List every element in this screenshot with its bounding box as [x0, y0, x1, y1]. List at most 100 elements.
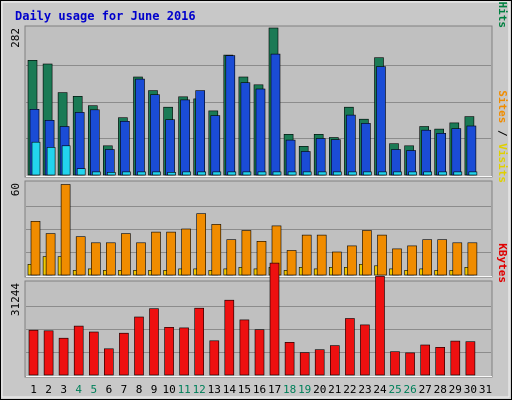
- bar-sites-day-21: [331, 251, 342, 276]
- bar-pages-day-26: [408, 171, 417, 176]
- x-tick-label-day-25: 25: [388, 383, 401, 396]
- bar-files-day-28: [436, 133, 447, 176]
- bar-kbytes-day-14: [224, 299, 235, 376]
- bar-files-day-27: [421, 129, 432, 176]
- bar-pages-day-28: [438, 171, 448, 176]
- bar-pages-day-3: [61, 145, 71, 176]
- bar-kbytes-day-18: [284, 341, 295, 376]
- y-max-label: 31244: [9, 283, 22, 316]
- bar-pages-day-7: [122, 171, 131, 176]
- bar-pages-day-25: [393, 171, 402, 176]
- bar-kbytes-day-1: [28, 329, 39, 376]
- bar-pages-day-22: [348, 171, 357, 176]
- bar-kbytes-day-12: [194, 307, 204, 376]
- bar-kbytes-day-20: [314, 349, 325, 376]
- bar-sites-day-14: [226, 239, 237, 276]
- bar-sites-day-22: [347, 245, 357, 276]
- bar-kbytes-day-13: [209, 340, 220, 376]
- bar-pages-day-18: [287, 171, 297, 176]
- bar-files-day-19: [300, 151, 311, 176]
- x-tick-label-day-29: 29: [449, 383, 462, 396]
- bar-kbytes-day-11: [179, 327, 189, 376]
- x-tick-label-day-24: 24: [373, 383, 387, 396]
- chart-title: Daily usage for June 2016: [15, 9, 196, 23]
- bar-pages-day-11: [182, 171, 191, 176]
- x-tick-label-day-7: 7: [121, 383, 128, 396]
- bar-files-day-15: [240, 82, 251, 176]
- x-tick-label-day-1: 1: [30, 383, 37, 396]
- bar-files-day-4: [74, 112, 85, 176]
- bar-files-day-9: [150, 94, 160, 176]
- bar-pages-day-10: [167, 172, 176, 176]
- panel-legend-label: Pages / Files / Hits: [496, 0, 509, 28]
- bar-kbytes-day-8: [134, 316, 144, 376]
- x-tick-label-day-20: 20: [313, 383, 326, 396]
- bar-files-day-26: [406, 150, 416, 176]
- bar-sites-day-18: [286, 250, 297, 276]
- bar-files-day-29: [451, 128, 462, 176]
- bar-kbytes-day-3: [58, 337, 69, 376]
- legend-segment: Sites: [496, 90, 509, 123]
- x-tick-label-day-15: 15: [238, 383, 251, 396]
- x-tick-label-day-5: 5: [90, 383, 97, 396]
- bar-sites-day-26: [407, 245, 417, 276]
- bar-sites-day-25: [392, 248, 402, 276]
- bar-sites-day-30: [467, 242, 478, 276]
- bar-kbytes-day-2: [43, 330, 54, 376]
- bar-sites-day-19: [301, 234, 312, 276]
- bar-sites-day-5: [91, 242, 101, 276]
- bar-kbytes-day-9: [149, 308, 159, 376]
- x-tick-label-day-28: 28: [434, 383, 447, 396]
- bar-kbytes-day-10: [164, 326, 174, 376]
- bar-pages-day-17: [272, 171, 282, 176]
- bar-pages-day-19: [302, 171, 312, 176]
- bar-kbytes-day-4: [73, 325, 84, 376]
- x-tick-label-day-21: 21: [328, 383, 341, 396]
- legend-segment: /: [496, 123, 509, 143]
- bar-pages-day-14: [227, 171, 237, 176]
- bar-sites-day-8: [136, 242, 146, 276]
- bar-files-day-23: [361, 123, 371, 176]
- y-max-label: 282: [9, 28, 22, 48]
- bar-sites-day-20: [316, 234, 327, 276]
- bar-kbytes-day-15: [239, 319, 250, 376]
- bar-files-day-12: [195, 90, 205, 176]
- legend-segment: Visits: [496, 143, 509, 183]
- bar-sites-day-23: [362, 230, 372, 276]
- x-tick-label-day-2: 2: [45, 383, 52, 396]
- bar-kbytes-day-28: [435, 346, 446, 376]
- bar-sites-day-1: [30, 221, 41, 276]
- panel-visits-sites: 60 Sites / Visits: [9, 90, 509, 278]
- bar-pages-day-23: [363, 171, 372, 176]
- x-tick-label-day-10: 10: [162, 383, 175, 396]
- y-max-label: 60: [9, 183, 22, 196]
- bar-files-day-16: [255, 88, 266, 176]
- bar-pages-day-20: [317, 171, 327, 176]
- bar-sites-day-27: [422, 239, 433, 276]
- bar-pages-day-24: [378, 171, 387, 176]
- bar-kbytes-day-24: [375, 276, 385, 376]
- bar-files-day-18: [285, 139, 296, 176]
- bar-kbytes-day-19: [299, 352, 310, 376]
- bar-files-day-17: [270, 53, 281, 176]
- bar-sites-day-13: [211, 224, 222, 276]
- bar-sites-day-7: [121, 233, 131, 276]
- bar-kbytes-day-21: [329, 345, 340, 376]
- bar-kbytes-day-26: [405, 352, 415, 376]
- bar-sites-day-10: [166, 231, 176, 276]
- bar-pages-day-9: [152, 171, 161, 176]
- bar-kbytes-day-16: [254, 329, 265, 376]
- bar-files-day-11: [180, 99, 190, 176]
- bar-sites-day-11: [181, 228, 191, 276]
- bar-files-day-13: [210, 115, 221, 176]
- bar-kbytes-day-30: [465, 341, 476, 376]
- bar-pages-day-15: [242, 171, 252, 176]
- x-tick-label-day-22: 22: [343, 383, 356, 396]
- bar-sites-day-24: [377, 234, 387, 276]
- x-tick-label-day-16: 16: [253, 383, 266, 396]
- x-tick-label-day-12: 12: [193, 383, 206, 396]
- x-tick-label-day-26: 26: [403, 383, 416, 396]
- bar-pages-day-13: [212, 171, 222, 176]
- bar-kbytes-day-7: [119, 332, 129, 376]
- bar-sites-day-15: [241, 230, 252, 276]
